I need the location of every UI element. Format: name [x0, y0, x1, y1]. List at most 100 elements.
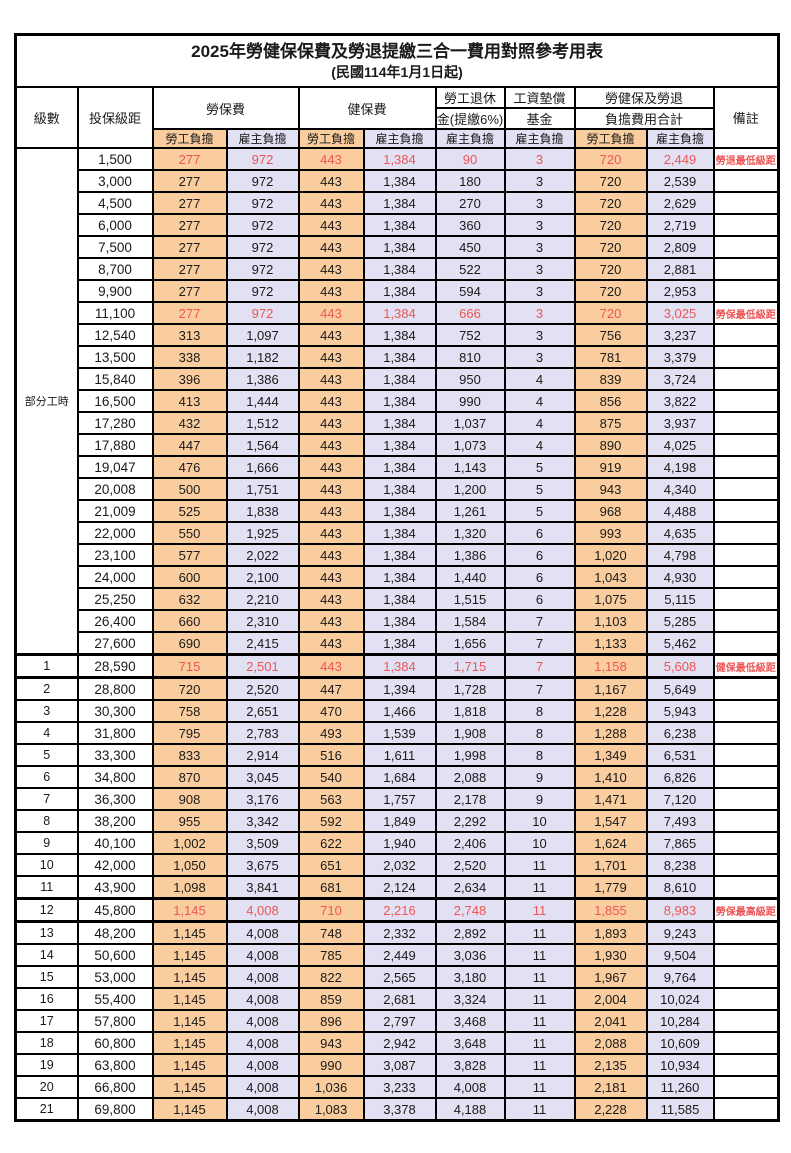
labor-employee-cell: 908 — [151, 787, 228, 811]
health-employer-cell: 3,378 — [362, 1097, 437, 1122]
wage-fund-cell: 3 — [503, 257, 576, 281]
remark-cell — [712, 787, 780, 811]
table-row: 3,000 277 972 443 1,384 180 3 720 2,539 — [16, 169, 780, 193]
total-employer-cell: 2,719 — [645, 213, 715, 237]
remark-cell — [712, 565, 780, 589]
wage-fund-cell: 7 — [503, 609, 576, 633]
total-employee-cell: 943 — [573, 477, 648, 501]
level-cell: 9 — [14, 831, 79, 855]
labor-employee-cell: 500 — [151, 477, 228, 501]
salary-cell: 26,400 — [76, 609, 154, 633]
table-row: 2 28,800 720 2,520 447 1,394 1,728 7 1,167 5,649 — [14, 676, 780, 701]
total-employee-cell: 890 — [573, 433, 648, 457]
pension-employer-cell: 2,892 — [434, 920, 506, 945]
table-row: 8,700 277 972 443 1,384 522 3 720 2,881 — [16, 257, 780, 281]
pension-employer-cell: 950 — [434, 367, 506, 391]
pension-employer-cell: 594 — [434, 279, 506, 303]
labor-employee-cell: 1,145 — [151, 987, 228, 1011]
health-employee-cell: 447 — [297, 676, 365, 701]
total-employer-cell: 9,504 — [645, 943, 715, 967]
health-employee-cell: 443 — [297, 301, 365, 325]
health-employer-cell: 1,384 — [362, 565, 437, 589]
wage-fund-cell: 4 — [503, 367, 576, 391]
table-row: 11 43,900 1,098 3,841 681 2,124 2,634 11 1,779 8,… — [14, 875, 780, 900]
health-employee-cell: 710 — [297, 897, 365, 923]
health-employee-cell: 651 — [297, 853, 365, 877]
total-employee-cell: 1,779 — [573, 875, 648, 900]
labor-employee-cell: 277 — [151, 235, 228, 259]
header-sub-row: 勞工負擔 雇主負擔 勞工負擔 雇主負擔 雇主負擔 雇主負擔 勞工負擔 雇主負擔 — [16, 128, 779, 149]
level-cell: 5 — [14, 743, 79, 767]
wage-fund-cell: 11 — [503, 1097, 576, 1122]
pension-employer-cell: 522 — [434, 257, 506, 281]
pension-employer-cell: 90 — [434, 147, 506, 171]
salary-cell: 12,540 — [76, 323, 154, 347]
labor-employer-cell: 3,841 — [225, 875, 300, 900]
pension-employer-cell: 1,728 — [434, 676, 506, 701]
total-employee-cell: 1,410 — [573, 765, 648, 789]
remark-cell — [712, 987, 780, 1011]
labor-employee-cell: 1,145 — [151, 965, 228, 989]
wage-fund-cell: 5 — [503, 477, 576, 501]
salary-cell: 6,000 — [76, 213, 154, 237]
labor-employer-cell: 2,310 — [225, 609, 300, 633]
labor-employee-cell: 715 — [151, 653, 228, 679]
wage-fund-cell: 4 — [503, 411, 576, 435]
level-cell: 20 — [14, 1075, 79, 1099]
remark-cell — [712, 587, 780, 611]
wage-fund-cell: 11 — [503, 1031, 576, 1055]
table-row: 4,500 277 972 443 1,384 270 3 720 2,629 — [16, 191, 780, 215]
total-employer-cell: 10,024 — [645, 987, 715, 1011]
labor-employee-cell: 396 — [151, 367, 228, 391]
labor-employer-cell: 2,210 — [225, 587, 300, 611]
health-employer-cell: 1,384 — [362, 367, 437, 391]
remark-cell — [712, 875, 780, 900]
total-employee-cell: 720 — [573, 169, 648, 193]
labor-employer-cell: 1,512 — [225, 411, 300, 435]
health-employee-cell: 748 — [297, 920, 365, 945]
health-employee-cell: 443 — [297, 521, 365, 545]
remark-cell — [712, 809, 780, 833]
labor-employer-cell: 3,045 — [225, 765, 300, 789]
pension-employer-cell: 2,178 — [434, 787, 506, 811]
table-row: 16 55,400 1,145 4,008 859 2,681 3,324 11 2,004 10… — [14, 987, 780, 1011]
remark-cell — [712, 1097, 780, 1122]
table-row: 4 31,800 795 2,783 493 1,539 1,908 8 1,288 6,238 — [14, 721, 780, 745]
labor-employee-cell: 277 — [151, 213, 228, 237]
labor-employer-cell: 972 — [225, 301, 300, 325]
labor-employer-cell: 1,925 — [225, 521, 300, 545]
table-row: 19,047 476 1,666 443 1,384 1,143 5 919 4,198 — [16, 455, 780, 479]
salary-cell: 13,500 — [76, 345, 154, 369]
wage-fund-cell: 11 — [503, 987, 576, 1011]
total-employee-cell: 756 — [573, 323, 648, 347]
labor-employer-cell: 1,444 — [225, 389, 300, 413]
page-subtitle: (民國114年1月1日起) — [331, 64, 463, 81]
pension-employer-cell: 1,998 — [434, 743, 506, 767]
salary-cell: 21,009 — [76, 499, 154, 523]
labor-employer-cell: 972 — [225, 213, 300, 237]
wage-fund-cell: 4 — [503, 433, 576, 457]
salary-cell: 17,880 — [76, 433, 154, 457]
labor-employer-cell: 1,751 — [225, 477, 300, 501]
total-employee-cell: 2,181 — [573, 1075, 648, 1099]
total-employee-cell: 839 — [573, 367, 648, 391]
pension-employer-cell: 2,520 — [434, 853, 506, 877]
remark-cell — [712, 411, 780, 435]
level-cell: 17 — [14, 1009, 79, 1033]
salary-cell: 4,500 — [76, 191, 154, 215]
pension-employer-cell: 1,818 — [434, 699, 506, 723]
health-employee-cell: 1,083 — [297, 1097, 365, 1122]
col-header-pension-line2: 金(提繳6%) — [434, 107, 506, 130]
salary-cell: 20,008 — [76, 477, 154, 501]
total-employee-cell: 720 — [573, 257, 648, 281]
labor-employee-cell: 277 — [151, 301, 228, 325]
wage-fund-cell: 8 — [503, 699, 576, 723]
total-employee-cell: 720 — [573, 213, 648, 237]
total-employee-cell: 720 — [573, 147, 648, 171]
subheader-labor-employer: 雇主負擔 — [225, 128, 300, 149]
salary-cell: 15,840 — [76, 367, 154, 391]
labor-employer-cell: 2,783 — [225, 721, 300, 745]
total-employer-cell: 5,115 — [645, 587, 715, 611]
table-row: 3 30,300 758 2,651 470 1,466 1,818 8 1,228 5,943 — [14, 699, 780, 723]
salary-cell: 17,280 — [76, 411, 154, 435]
